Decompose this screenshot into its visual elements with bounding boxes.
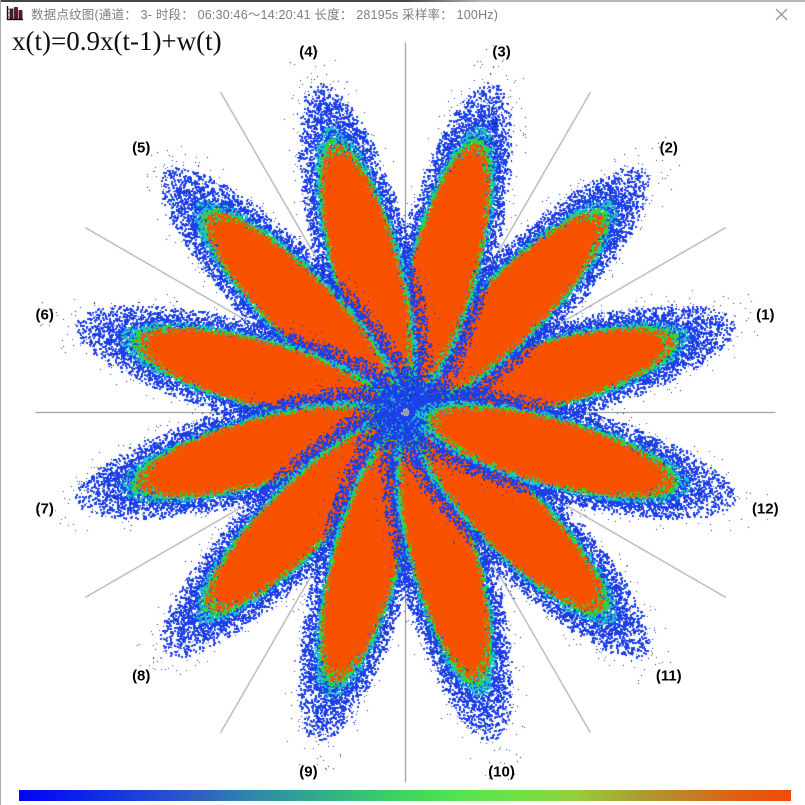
- window-title: 数据点纹图(通道： 3- 时段： 06:30:46～14:20:41 长度： 2…: [31, 8, 499, 22]
- petal-label-1: (1): [756, 306, 775, 324]
- formula-label: x(t)=0.9x(t-1)+w(t): [12, 26, 222, 56]
- window-titlebar: 数据点纹图(通道： 3- 时段： 06:30:46～14:20:41 长度： 2…: [1, 2, 805, 25]
- petal-label-5: (5): [132, 139, 151, 157]
- petal-label-3: (3): [492, 43, 511, 61]
- petal-label-2: (2): [659, 139, 678, 157]
- close-button[interactable]: [770, 3, 792, 25]
- density-colorbar: [19, 790, 791, 801]
- petal-label-4: (4): [299, 43, 318, 61]
- petal-label-10: (10): [488, 763, 515, 781]
- petal-label-12: (12): [751, 500, 779, 518]
- petal-label-9: (9): [299, 763, 318, 781]
- petal-label-7: (7): [35, 500, 54, 518]
- petal-label-11: (11): [655, 667, 682, 685]
- petal-label-8: (8): [132, 667, 151, 685]
- petal-label-6: (6): [35, 306, 54, 324]
- bar-chart-icon: [6, 4, 24, 23]
- window-top-border: [1, 0, 805, 2]
- close-icon: [775, 8, 787, 20]
